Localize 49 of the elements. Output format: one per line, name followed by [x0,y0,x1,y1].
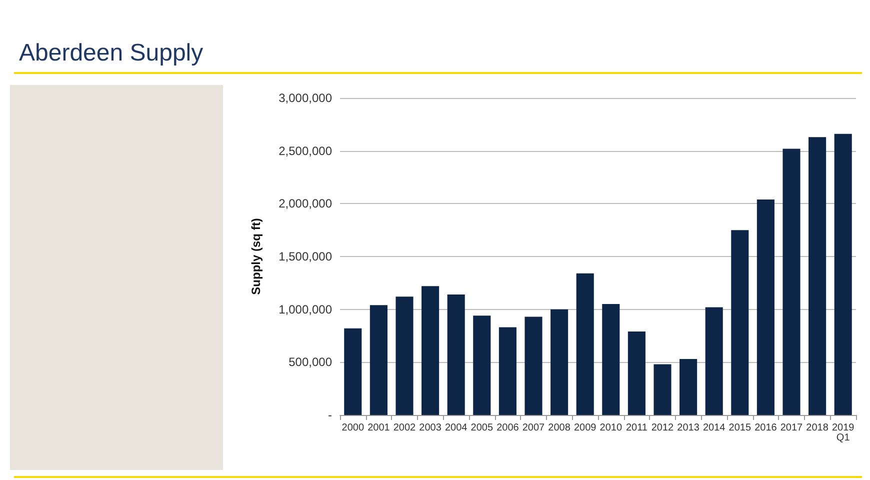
bar [498,327,516,415]
x-tick-label: 2008 [548,422,571,434]
x-tick-label: 2003 [419,422,442,434]
y-tick-label: 2,500,000 [278,144,332,158]
x-tick-label: 2000 [342,422,364,434]
text: Aberdeen Supply [19,40,204,66]
x-tick-label: 2017 [780,422,804,434]
bar [731,230,749,415]
y-tick-label: 500,000 [288,355,332,370]
x-tick-label: 2004 [444,422,468,434]
bar [834,134,852,415]
x-tick-label: 2019 Q1 [832,422,855,444]
bar [576,273,594,415]
x-tick-label: 2015 [728,422,752,434]
y-tick-label: 2,000,000 [278,196,332,211]
x-tick-label: 2016 [754,422,778,434]
bar [447,294,465,415]
bar [705,307,723,415]
bar [344,328,362,415]
bar [396,296,414,415]
bar [550,309,568,415]
bar [756,199,774,415]
x-tick-label: 2009 [574,422,597,434]
y-axis-title: Supply (sq ft) [249,218,263,295]
bar [654,364,672,415]
x-tick-label: 2005 [470,422,494,434]
x-tick-label: 2010 [600,422,622,434]
bar [680,358,698,415]
x-tick-label: 2006 [496,422,520,434]
bar [628,332,646,415]
x-tick-label: 2012 [651,422,674,434]
bar [782,148,800,415]
y-tick-label: 3,000,000 [278,91,332,105]
x-tick-label: 2013 [677,422,700,434]
bar [524,316,542,415]
x-tick-label: 2007 [522,422,546,434]
y-tick-label: - [328,408,332,422]
x-tick-label: 2001 [368,422,390,434]
y-tick-label: 1,500,000 [278,250,332,264]
bar [422,286,440,415]
bar [808,137,826,415]
x-tick-label: 2011 [626,422,648,434]
x-tick-label: 2014 [702,422,726,434]
x-tick-label: 2002 [393,422,416,434]
bar [602,304,620,415]
bar [370,305,388,415]
bar [473,316,491,415]
y-tick-label: 1,000,000 [278,302,332,316]
x-tick-label: 2018 [806,422,829,434]
